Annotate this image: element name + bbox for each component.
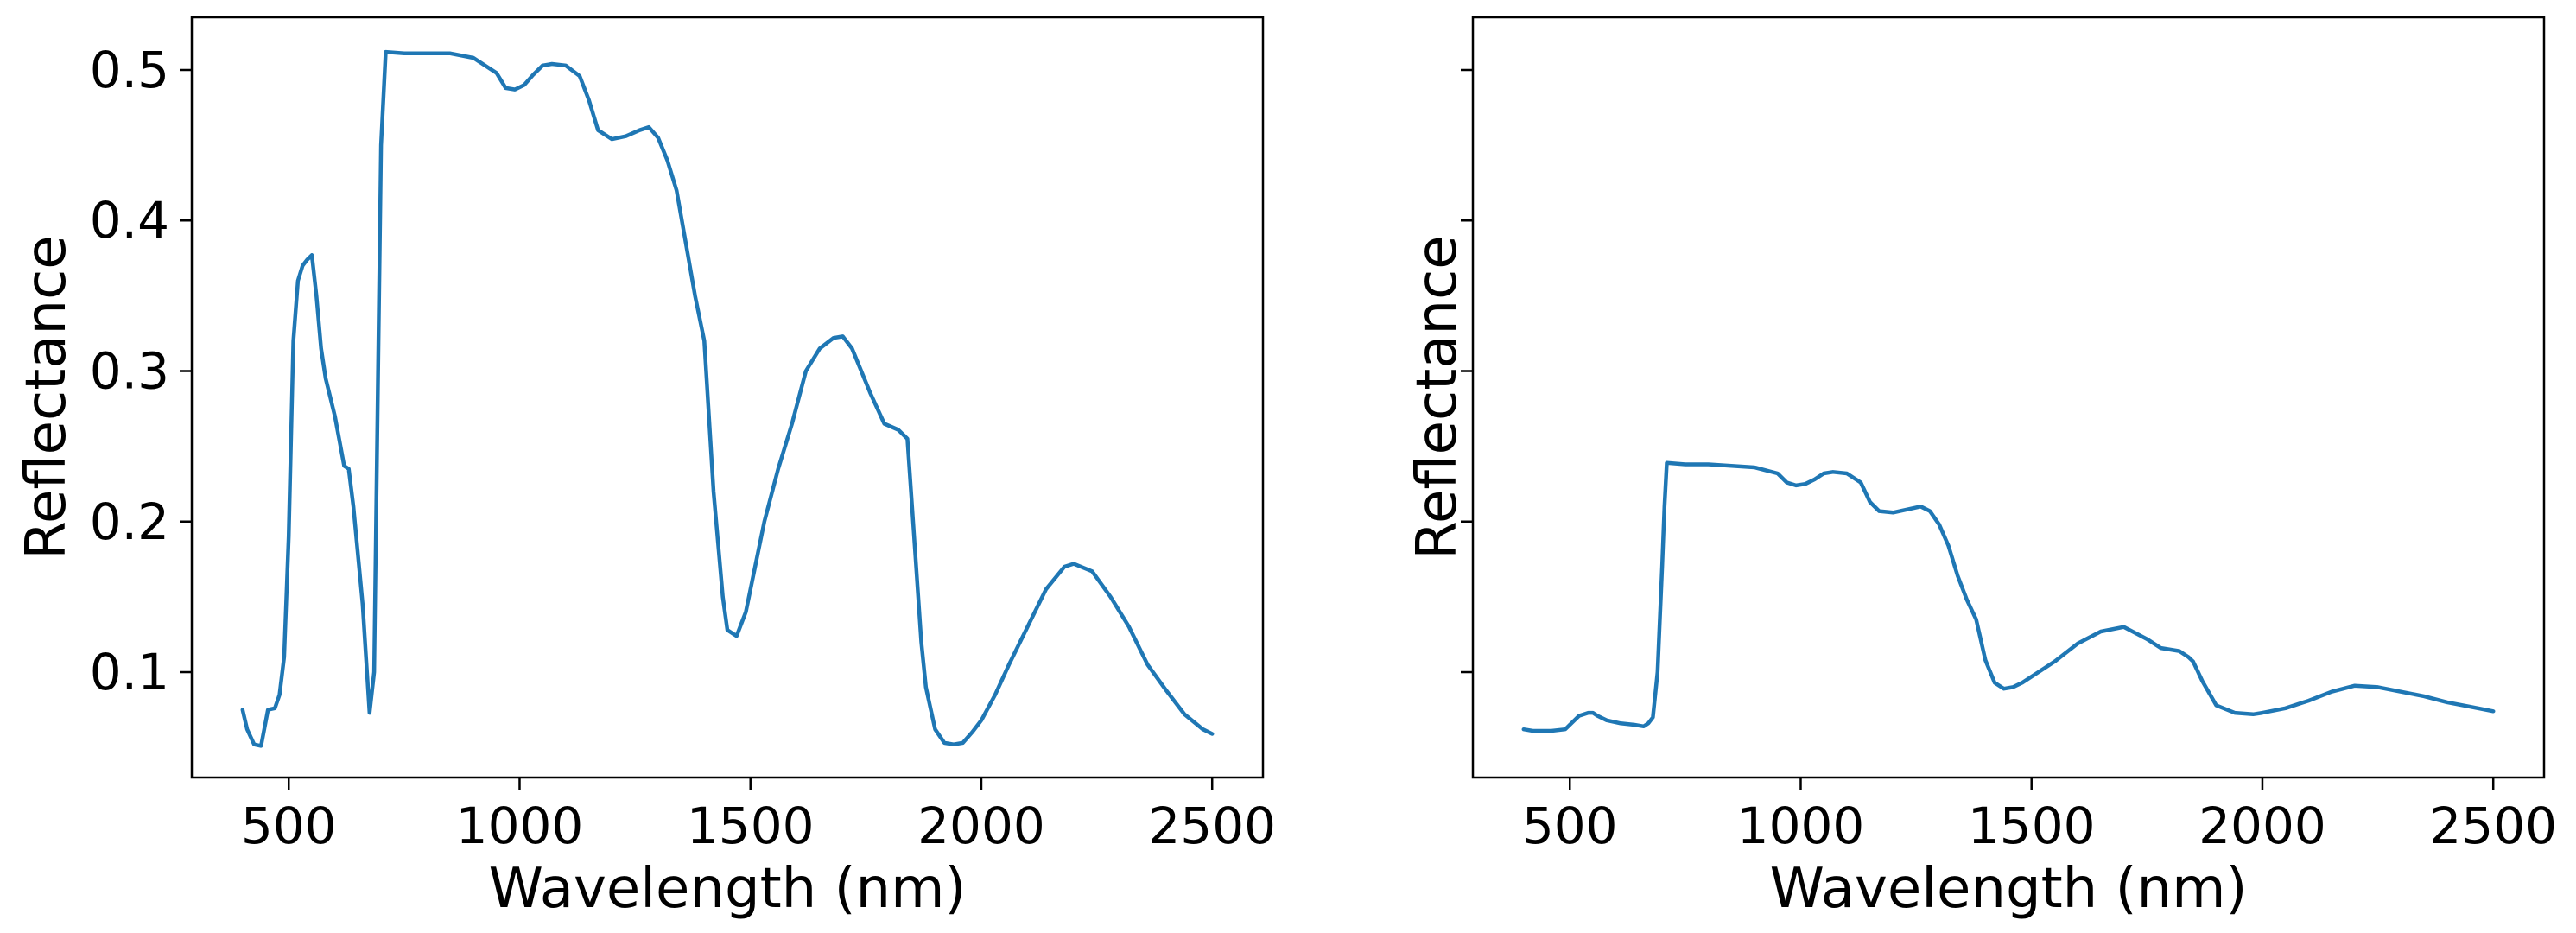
- right-x-axis-label: Wavelength (nm): [1770, 857, 2248, 921]
- left-plot-frame: [190, 16, 1265, 779]
- left-reflectance-series-line: [240, 49, 1215, 748]
- left-y-tick-label: 0.3: [90, 342, 169, 401]
- right-x-tick-label: 2500: [2429, 797, 2557, 855]
- left-y-tick-label: 0.5: [90, 41, 169, 99]
- right-x-tick-label: 2000: [2198, 797, 2326, 855]
- right-x-tick-label: 1000: [1737, 797, 1865, 855]
- left-x-tick-label: 2000: [917, 797, 1045, 855]
- left-x-axis-label: Wavelength (nm): [489, 857, 967, 921]
- left-y-tick-label: 0.1: [90, 643, 169, 701]
- right-x-tick-label: 1500: [1968, 797, 2096, 855]
- left-x-tick-label: 500: [241, 797, 337, 855]
- left-x-tick-label: 2500: [1148, 797, 1276, 855]
- left-x-tick-label: 1000: [456, 797, 584, 855]
- right-series-group: [1521, 460, 2496, 733]
- left-series-group: [240, 49, 1215, 748]
- right-reflectance-series-line: [1521, 460, 2496, 733]
- right-plot-frame: [1471, 16, 2546, 779]
- right-ticks: 500 1000 1500 2000 2500: [1461, 68, 2557, 855]
- left-ticks: 500 1000 1500 2000 2500 0.1 0.2 0.3 0.4 0.5: [90, 41, 1276, 855]
- right-y-axis-label: Reflectance: [1405, 235, 1469, 559]
- left-y-tick-label: 0.4: [90, 191, 169, 250]
- right-x-tick-label: 500: [1522, 797, 1618, 855]
- right-panel: 500 1000 1500 2000 2500 Wavelength (nm) Refl…: [1405, 16, 2557, 921]
- left-x-tick-label: 1500: [687, 797, 815, 855]
- left-y-axis-label: Reflectance: [15, 235, 79, 559]
- left-y-tick-label: 0.2: [90, 492, 169, 551]
- left-panel: 500 1000 1500 2000 2500 0.1 0.2 0.3 0.4 0.5 Wavel…: [15, 16, 1276, 921]
